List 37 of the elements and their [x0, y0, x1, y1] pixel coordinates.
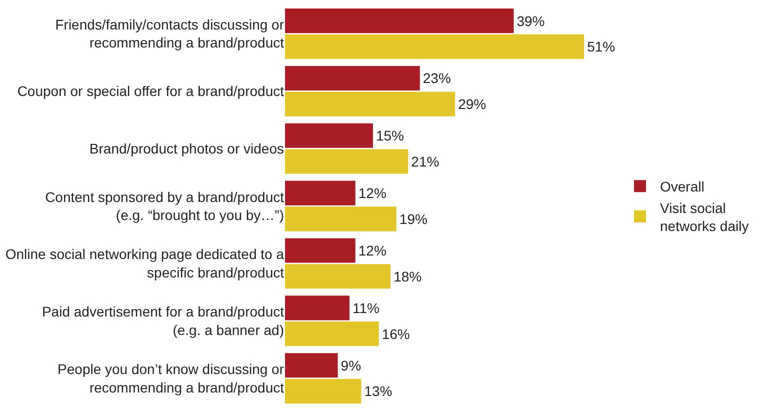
legend-label: Overall	[660, 178, 704, 195]
data-label: 21%	[411, 153, 440, 170]
y-tick-label: Brand/product photos or videos	[89, 140, 284, 156]
data-label: 29%	[458, 96, 486, 112]
bar	[285, 149, 408, 174]
bar	[285, 206, 396, 232]
y-tick-label: Online social networking page dedicated to a specific brand/product	[5, 246, 284, 280]
y-tick-label: Paid advertisement for a brand/product (e.g. a banner ad)	[42, 304, 284, 338]
data-label: 18%	[394, 268, 422, 284]
data-label: 12%	[358, 242, 386, 259]
y-tick-label: People you don’t know discussing or recommending a brand/product	[58, 361, 284, 396]
bar	[285, 66, 420, 90]
data-label: 23%	[422, 70, 451, 86]
data-label: 12%	[358, 185, 386, 202]
y-tick-label: Friends/family/contacts discussing or recommending a brand/product	[55, 16, 284, 51]
data-label: 13%	[364, 383, 392, 400]
y-tick-label: Content sponsored by a brand/product (e.g. “brought to you by…”)	[45, 188, 284, 223]
data-label: 11%	[352, 300, 380, 316]
data-label: 51%	[587, 38, 616, 55]
legend-label: Visit social networks daily	[660, 200, 749, 234]
bar	[285, 264, 391, 289]
data-label: 15%	[376, 128, 404, 144]
bar	[285, 322, 379, 346]
bar	[285, 34, 584, 59]
data-label: 19%	[399, 210, 428, 227]
bar	[285, 123, 373, 148]
data-label: 16%	[382, 326, 410, 342]
data-label: 9%	[340, 357, 362, 374]
bar	[285, 8, 514, 34]
y-tick-label: Coupon or special offer for a brand/product	[17, 83, 284, 100]
bar	[285, 92, 456, 116]
bar	[285, 238, 356, 263]
bar	[285, 378, 362, 404]
bar	[285, 180, 356, 206]
bar	[285, 296, 350, 320]
data-label: 39%	[516, 12, 545, 29]
bar	[285, 353, 338, 378]
